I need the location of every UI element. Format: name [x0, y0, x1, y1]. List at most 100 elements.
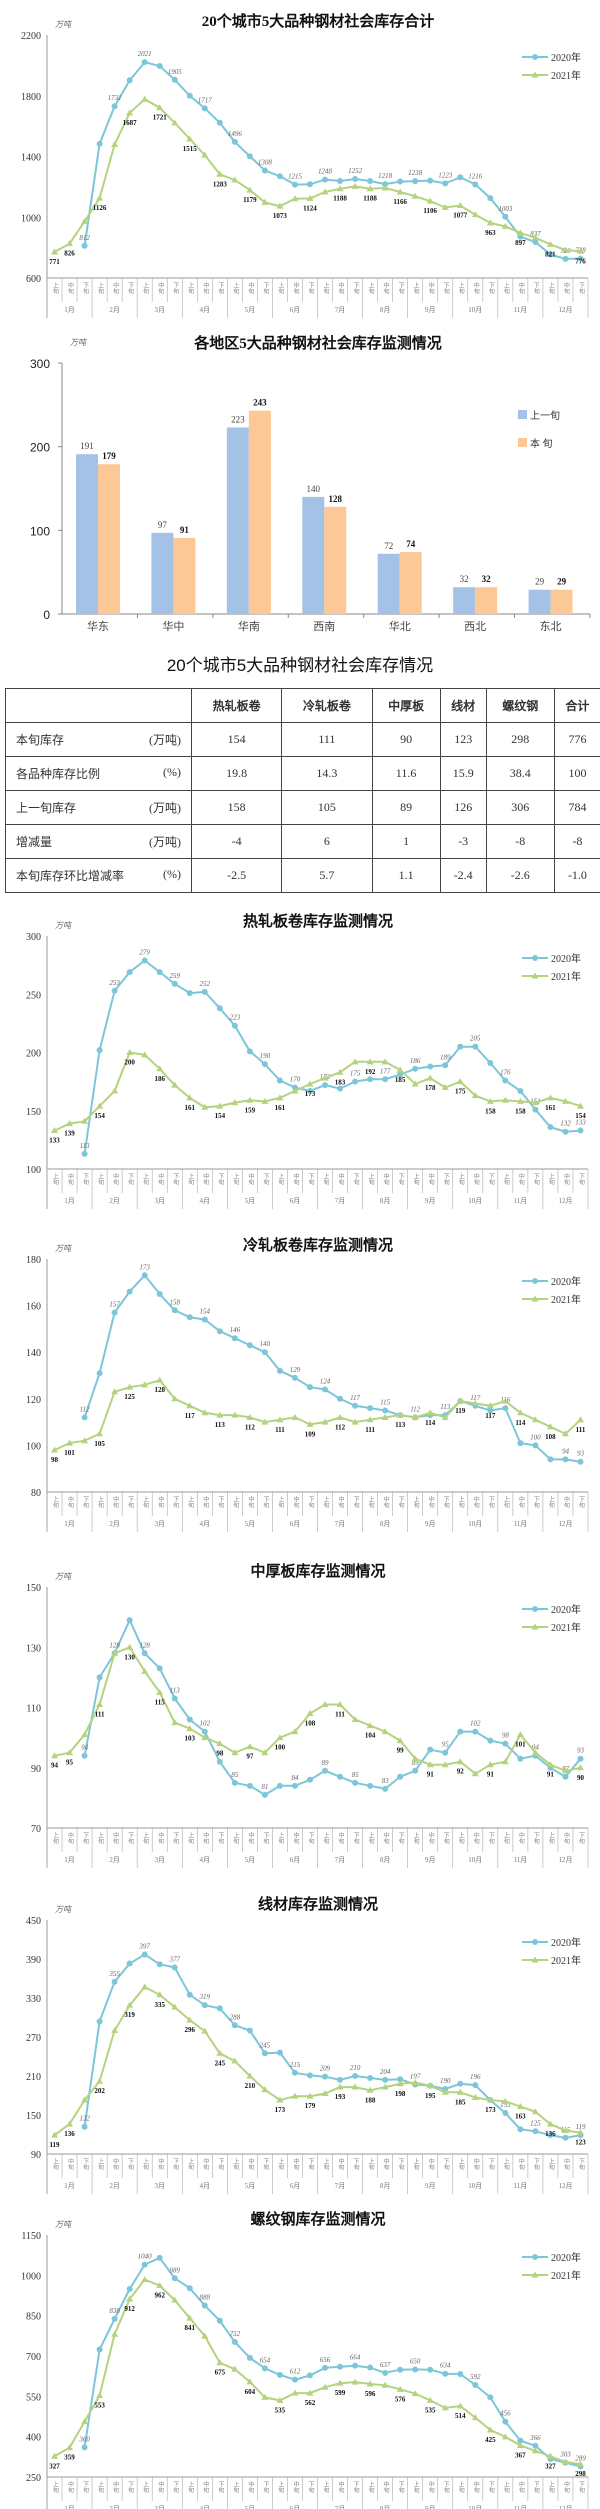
- data-label-2020: 94: [532, 1744, 540, 1752]
- x-period-label: 上旬: [457, 2480, 464, 2494]
- series-line-2020: [83, 1953, 581, 2139]
- data-label-2021: 599: [335, 2389, 346, 2397]
- data-point-2020: [111, 2315, 118, 2322]
- data-point-2021: [96, 2392, 104, 2399]
- data-point-2021: [516, 229, 524, 236]
- x-period-label: 上旬: [412, 1831, 419, 1845]
- data-point-2020: [261, 2365, 268, 2372]
- data-point-2020: [562, 1128, 569, 1135]
- data-label-2021: 91: [487, 1771, 495, 1779]
- row-unit: (万吨): [149, 733, 181, 747]
- data-label-2021: 962: [154, 2292, 165, 2300]
- x-month-label: 5月: [245, 306, 256, 314]
- data-point-2021: [546, 2120, 554, 2127]
- x-period-label: 中旬: [112, 1172, 119, 1186]
- x-period-label: 中旬: [472, 1495, 479, 1509]
- data-point-2021: [201, 1734, 209, 1741]
- data-point-2021: [261, 2393, 269, 2400]
- data-point-2020: [246, 2354, 253, 2361]
- data-point-2020: [96, 1370, 103, 1377]
- data-point-2021: [186, 135, 194, 142]
- data-point-2021: [336, 1413, 344, 1420]
- data-label-2020: 157: [109, 1301, 120, 1309]
- data-point-2021: [486, 1097, 494, 1104]
- x-period-label: 上旬: [97, 1831, 104, 1845]
- data-label-2020: 289: [575, 2455, 586, 2463]
- data-point-2020: [246, 153, 253, 160]
- x-period-label: 下旬: [442, 1496, 449, 1509]
- x-period-label: 下旬: [577, 2158, 584, 2171]
- table-cell: 111: [281, 722, 373, 757]
- data-point-2021: [396, 188, 404, 195]
- data-point-2021: [531, 1099, 539, 1106]
- data-point-2020: [306, 1384, 313, 1391]
- data-label-2021: 193: [335, 2093, 346, 2101]
- x-period-label: 上旬: [97, 1172, 104, 1186]
- table-cell: 6: [281, 824, 373, 859]
- x-period-label: 上旬: [412, 1172, 419, 1186]
- x-period-label: 下旬: [487, 2481, 494, 2494]
- x-period-label: 上旬: [97, 1495, 104, 1509]
- data-label-2020: 1238: [408, 169, 423, 177]
- y-tick-label: 1000: [21, 2271, 41, 2282]
- data-point-2021: [141, 1381, 149, 1388]
- data-point-2020: [261, 1791, 268, 1798]
- data-point-2020: [276, 173, 283, 180]
- x-month-label: 10月: [468, 2505, 482, 2509]
- data-label-2021: 963: [485, 229, 496, 237]
- x-period-label: 下旬: [262, 1832, 269, 1845]
- data-point-2021: [351, 1418, 359, 1425]
- x-period-label: 中旬: [67, 1831, 74, 1845]
- x-month-label: 10月: [468, 1520, 482, 1528]
- data-label-2021: 335: [154, 2001, 165, 2009]
- data-point-2020: [502, 2418, 509, 2425]
- table-row: (万吨) 上一旬库存 158 105 89 126 306 784: [5, 790, 600, 825]
- data-point-2020: [352, 175, 359, 182]
- data-point-2020: [532, 2128, 539, 2135]
- data-label-2021: 101: [515, 1741, 526, 1749]
- x-period-label: 下旬: [487, 1496, 494, 1509]
- row-header: (%) 本旬库存环比增减率: [5, 858, 192, 893]
- data-point-2020: [502, 213, 509, 220]
- x-period-label: 上旬: [322, 1172, 329, 1186]
- data-point-2021: [216, 2049, 224, 2056]
- x-period-label: 中旬: [157, 2480, 164, 2494]
- x-period-label: 中旬: [472, 2157, 479, 2171]
- x-period-label: 下旬: [127, 1496, 134, 1509]
- data-point-2020: [517, 2437, 524, 2444]
- data-point-2020: [532, 239, 539, 246]
- table-cell: 38.4: [485, 756, 555, 791]
- data-point-2020: [487, 1407, 494, 1414]
- data-point-2020: [487, 1059, 494, 1066]
- data-point-2021: [261, 2086, 269, 2093]
- data-point-2020: [96, 1047, 103, 1054]
- data-point-2021: [381, 2083, 389, 2090]
- data-label-2021: 136: [545, 2130, 556, 2138]
- x-period-label: 下旬: [532, 1173, 539, 1186]
- data-label-2021: 1188: [333, 195, 347, 203]
- data-label-2021: 576: [395, 2395, 406, 2403]
- x-period-label: 中旬: [517, 1172, 524, 1186]
- y-tick-label: 1000: [21, 213, 41, 224]
- bar-current: [399, 552, 422, 614]
- data-label-2021: 195: [425, 2092, 436, 2100]
- data-point-2021: [171, 1081, 179, 1088]
- x-period-label: 中旬: [202, 1831, 209, 1845]
- data-point-2021: [231, 1411, 239, 1418]
- data-label-2020: 377: [168, 1955, 180, 1963]
- data-point-2021: [321, 2383, 329, 2390]
- data-point-2020: [382, 181, 389, 188]
- data-point-2020: [216, 119, 223, 126]
- data-label-2020: 1218: [378, 172, 393, 180]
- data-label-2021: 163: [515, 2113, 526, 2121]
- x-period-label: 下旬: [82, 2158, 89, 2171]
- data-point-2020: [261, 1349, 268, 1356]
- data-point-2021: [186, 1094, 194, 1101]
- data-point-2020: [276, 2049, 283, 2056]
- x-period-label: 中旬: [157, 1172, 164, 1186]
- data-point-2021: [576, 2129, 584, 2136]
- x-period-label: 中旬: [247, 1495, 254, 1509]
- data-label-2021: 94: [51, 1762, 59, 1770]
- x-month-label: 6月: [290, 1197, 301, 1205]
